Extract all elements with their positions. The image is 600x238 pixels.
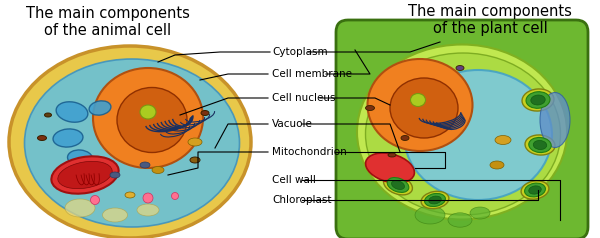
Ellipse shape <box>103 208 128 222</box>
Ellipse shape <box>531 95 545 105</box>
Ellipse shape <box>190 157 200 163</box>
Ellipse shape <box>401 135 409 140</box>
Ellipse shape <box>387 178 409 192</box>
Ellipse shape <box>524 183 545 197</box>
Ellipse shape <box>110 172 120 178</box>
Text: The main components
of the plant cell: The main components of the plant cell <box>408 4 572 36</box>
Text: Mitochondrion: Mitochondrion <box>272 147 347 157</box>
Circle shape <box>91 195 100 204</box>
Text: Vacuole: Vacuole <box>272 119 313 129</box>
Ellipse shape <box>383 175 412 195</box>
Ellipse shape <box>365 153 415 183</box>
Ellipse shape <box>533 140 547 149</box>
Ellipse shape <box>58 161 112 189</box>
Ellipse shape <box>357 45 567 219</box>
Text: Cell membrane: Cell membrane <box>272 69 352 79</box>
Ellipse shape <box>390 78 458 138</box>
Ellipse shape <box>425 193 445 207</box>
Ellipse shape <box>201 110 209 115</box>
Ellipse shape <box>388 153 396 157</box>
Circle shape <box>172 193 179 199</box>
Ellipse shape <box>392 181 404 189</box>
Ellipse shape <box>525 135 555 155</box>
Ellipse shape <box>367 59 473 151</box>
Ellipse shape <box>44 113 52 117</box>
Ellipse shape <box>140 162 150 168</box>
Text: Chloroplast: Chloroplast <box>272 195 331 205</box>
Ellipse shape <box>68 150 92 166</box>
Ellipse shape <box>456 65 464 70</box>
Ellipse shape <box>53 129 83 147</box>
Ellipse shape <box>89 101 111 115</box>
Ellipse shape <box>152 167 164 174</box>
Ellipse shape <box>37 135 47 140</box>
Ellipse shape <box>365 105 374 110</box>
Text: Cytoplasm: Cytoplasm <box>272 47 328 57</box>
Text: Cell nucleus: Cell nucleus <box>272 93 335 103</box>
Ellipse shape <box>495 135 511 144</box>
Ellipse shape <box>404 70 552 200</box>
Ellipse shape <box>365 53 560 215</box>
Ellipse shape <box>9 46 251 238</box>
Ellipse shape <box>137 204 159 216</box>
Text: The main components
of the animal cell: The main components of the animal cell <box>26 6 190 38</box>
Ellipse shape <box>56 102 88 122</box>
Circle shape <box>143 193 153 203</box>
Ellipse shape <box>540 93 570 148</box>
Ellipse shape <box>415 206 445 224</box>
Ellipse shape <box>490 161 504 169</box>
Ellipse shape <box>93 68 203 168</box>
Ellipse shape <box>529 138 551 153</box>
Ellipse shape <box>117 88 187 153</box>
Ellipse shape <box>188 138 202 146</box>
Ellipse shape <box>421 191 449 209</box>
Ellipse shape <box>522 89 554 111</box>
Ellipse shape <box>140 105 156 119</box>
FancyBboxPatch shape <box>336 20 588 238</box>
Text: Cell wall: Cell wall <box>272 175 316 185</box>
Ellipse shape <box>526 92 550 108</box>
Ellipse shape <box>410 94 425 106</box>
Ellipse shape <box>448 213 472 227</box>
Ellipse shape <box>470 207 490 219</box>
Ellipse shape <box>52 156 119 194</box>
Ellipse shape <box>125 192 135 198</box>
Ellipse shape <box>521 181 549 199</box>
Ellipse shape <box>25 59 239 227</box>
Ellipse shape <box>429 196 441 204</box>
Ellipse shape <box>529 186 541 194</box>
Ellipse shape <box>65 199 95 217</box>
